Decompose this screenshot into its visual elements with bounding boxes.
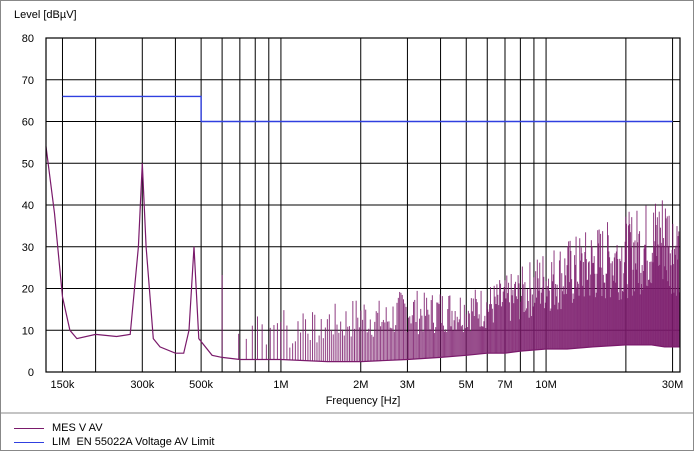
tick-labels: 0 10 20 30 40 50 60 70 80 150k 300k 500k 1M 2M 3M 5M 7M 1… <box>22 33 684 391</box>
x-tick-label: 500k <box>189 379 213 391</box>
x-tick-label: 7M <box>497 379 512 391</box>
plot-border <box>45 37 681 373</box>
legend-label-measurement: MES V AV <box>52 422 103 434</box>
y-tick-label: 50 <box>22 158 34 170</box>
x-tick-label: 30M <box>662 379 683 391</box>
y-tick-label: 80 <box>22 33 34 45</box>
y-tick-label: 10 <box>22 325 34 337</box>
y-tick-label: 60 <box>22 117 34 129</box>
y-tick-label: 0 <box>28 367 34 379</box>
legend-item-limit: LIM EN 55022A Voltage AV Limit <box>14 435 214 449</box>
x-axis-label: Frequency [Hz] <box>326 395 401 407</box>
y-tick-label: 70 <box>22 75 34 87</box>
y-tick-label: 20 <box>22 284 34 296</box>
x-tick-label: 3M <box>400 379 415 391</box>
x-tick-label: 150k <box>51 379 75 391</box>
legend-swatch-measurement <box>14 427 44 429</box>
y-tick-label: 40 <box>22 200 34 212</box>
series-layer <box>45 95 680 363</box>
x-tick-label: 5M <box>459 379 474 391</box>
x-tick-label: 1M <box>273 379 288 391</box>
limit-line <box>62 95 673 123</box>
x-tick-label: 2M <box>353 379 368 391</box>
y-axis-label: Level [dBµV] <box>14 9 77 21</box>
legend-label-limit: LIM EN 55022A Voltage AV Limit <box>52 436 215 448</box>
legend-item-measurement: MES V AV <box>14 421 103 435</box>
x-tick-label: 10M <box>535 379 556 391</box>
y-tick-label: 30 <box>22 242 34 254</box>
x-tick-label: 300k <box>130 379 154 391</box>
measurement-line <box>45 146 680 363</box>
legend-swatch-limit <box>14 441 44 443</box>
